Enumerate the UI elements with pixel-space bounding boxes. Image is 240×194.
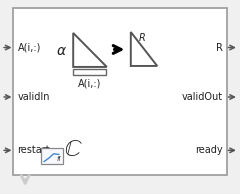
Text: A(i,:): A(i,:)	[18, 42, 41, 53]
FancyBboxPatch shape	[41, 148, 63, 164]
FancyBboxPatch shape	[13, 8, 227, 175]
Bar	[73, 69, 106, 75]
Polygon shape	[131, 32, 157, 66]
Text: fi: fi	[56, 156, 61, 162]
Text: restart: restart	[18, 145, 50, 155]
Text: validOut: validOut	[181, 92, 222, 102]
Polygon shape	[73, 33, 107, 67]
Text: validIn: validIn	[18, 92, 50, 102]
Text: R: R	[216, 42, 222, 53]
Text: R: R	[139, 33, 145, 43]
Text: A(i,:): A(i,:)	[78, 79, 102, 89]
Text: $\mathbb{C}$: $\mathbb{C}$	[64, 137, 83, 161]
Text: α: α	[57, 44, 66, 58]
Text: ready: ready	[195, 145, 222, 155]
